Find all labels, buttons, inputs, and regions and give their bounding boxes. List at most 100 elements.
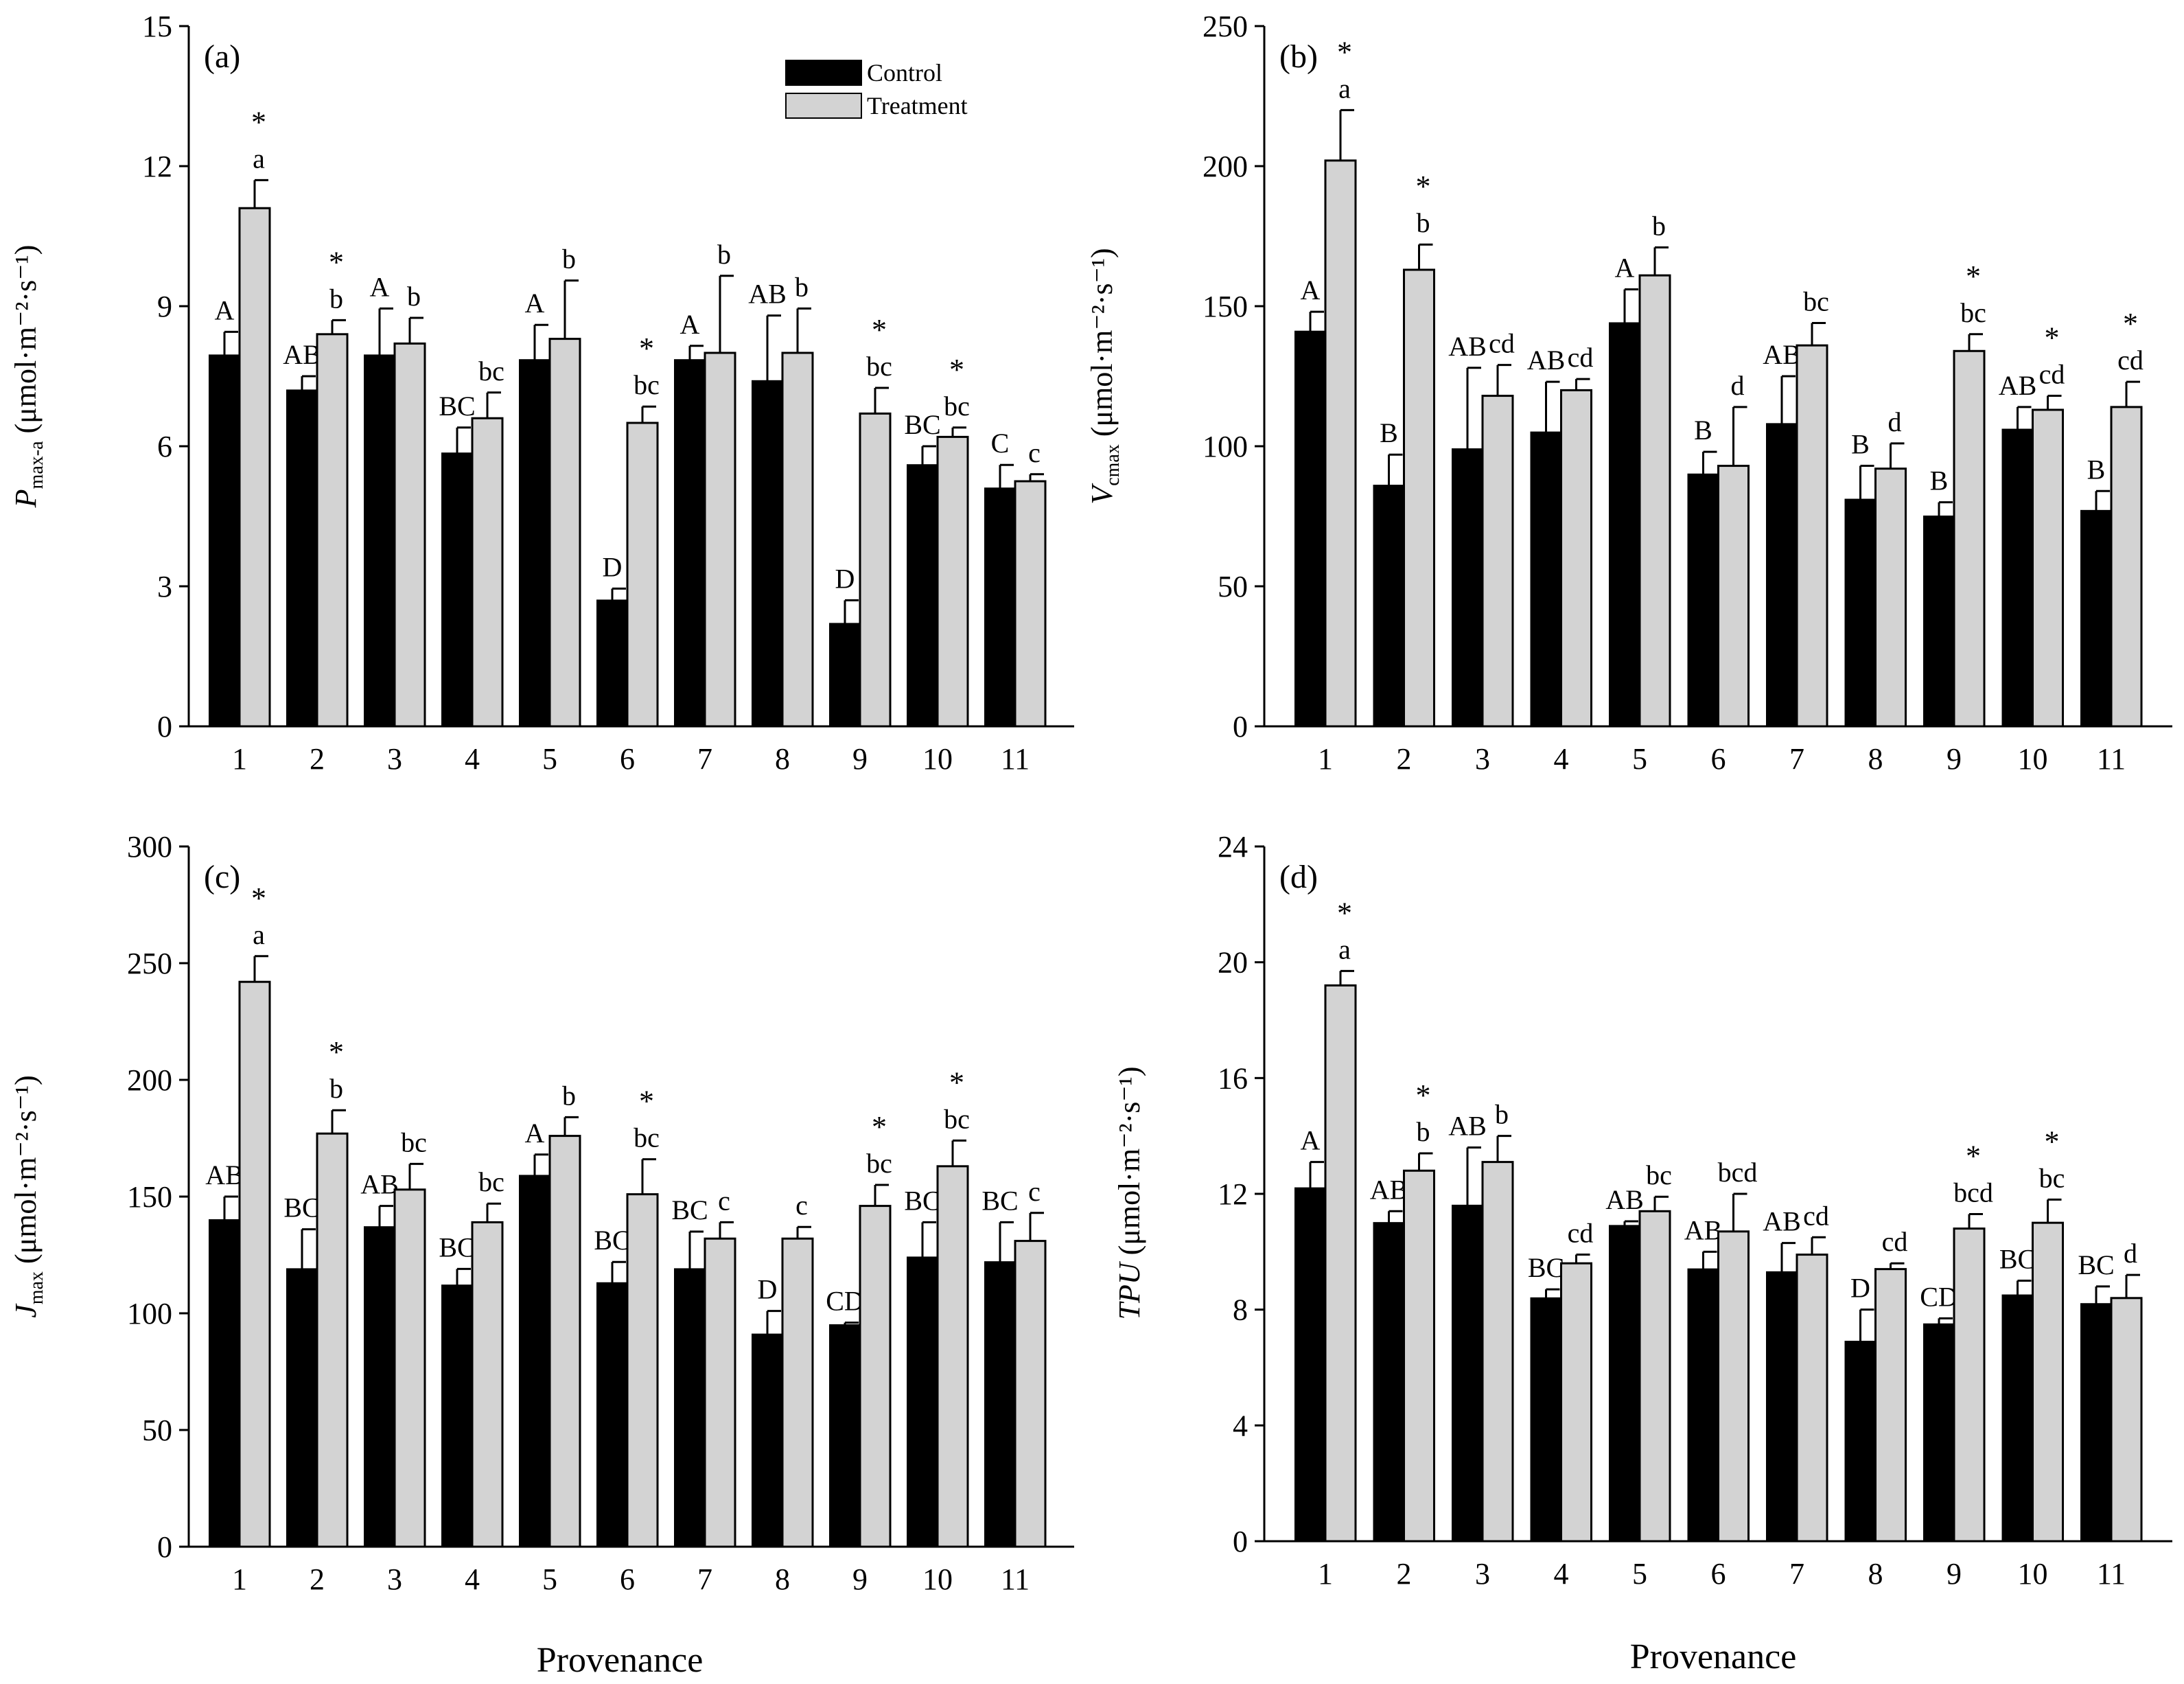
bar-treatment [1638, 274, 1671, 728]
letter-control: D [758, 1274, 778, 1305]
x-tick-label: 3 [1475, 1557, 1490, 1591]
letter-control: B [1380, 417, 1398, 448]
letter-treatment: bc [401, 1127, 427, 1157]
x-tick-label: 11 [1001, 742, 1030, 776]
letter-control: AB [748, 279, 787, 310]
bar-treatment [781, 1237, 814, 1548]
letter-treatment: b [407, 281, 421, 312]
significance-star: * [1966, 1140, 1981, 1173]
letter-treatment: cd [1803, 1200, 1829, 1231]
bar-control [907, 1256, 938, 1548]
letter-treatment: cd [1489, 328, 1515, 359]
letter-control: A [525, 1118, 545, 1149]
x-tick-label: 9 [1947, 1557, 1962, 1591]
letter-control: BC [904, 409, 940, 440]
bar-control [364, 354, 395, 727]
letter-control: D [1850, 1273, 1870, 1304]
bar-control [519, 1175, 550, 1547]
letter-treatment: b [1417, 1116, 1430, 1147]
y-tick-label: 250 [1203, 10, 1248, 43]
y-tick-label: 0 [1233, 1525, 1248, 1558]
y-tick-label: 300 [127, 830, 172, 864]
letter-treatment: b [1652, 210, 1666, 241]
letter-treatment: bcd [1953, 1177, 1993, 1208]
x-tick-label: 10 [2018, 742, 2048, 776]
letter-control: AB [1448, 1111, 1487, 1142]
letter-treatment: cd [1882, 1226, 1908, 1257]
x-tick-label: 7 [697, 1562, 712, 1596]
bar-control [1530, 431, 1562, 727]
bar-control [2001, 1294, 2034, 1543]
bar-treatment [1638, 1210, 1671, 1543]
x-tick-label: 1 [1318, 742, 1333, 776]
legend-label-control: Control [867, 59, 942, 86]
bar-treatment [1953, 1227, 1986, 1543]
bar-control [286, 1268, 318, 1548]
letter-treatment: b [562, 1080, 576, 1111]
bar-control [441, 1284, 473, 1547]
letter-control: BC [2078, 1249, 2114, 1280]
letter-control: B [2087, 454, 2106, 485]
letter-control: BC [904, 1185, 940, 1216]
bar-treatment [2032, 408, 2064, 728]
bar-control [1923, 516, 1955, 727]
letter-control: BC [1528, 1252, 1564, 1283]
bar-control [1766, 423, 1798, 727]
letter-control: CD [1920, 1281, 1958, 1312]
panel-c: 0 50 100 150 200 250 300 Jmax (μmol·m⁻²·s⁻¹) (c)… [9, 830, 1074, 1596]
x-tick-label: 3 [387, 742, 402, 776]
letter-control: B [1694, 415, 1712, 446]
letter-control: BC [594, 1225, 630, 1256]
bar-treatment [1560, 389, 1592, 728]
letter-control: A [1615, 253, 1635, 284]
y-tick-label: 24 [1218, 830, 1248, 864]
legend-swatch-treatment [785, 93, 862, 119]
bar-treatment [859, 412, 892, 728]
bar-control [1294, 1187, 1326, 1542]
x-tick-label: 2 [310, 742, 325, 776]
letter-control: AB [1684, 1214, 1723, 1245]
bar-control [907, 464, 938, 727]
x-tick-label: 10 [2018, 1557, 2048, 1591]
bar-control [1687, 473, 1719, 727]
y-tick-label: 0 [157, 710, 172, 743]
x-tick-label: 8 [1868, 1557, 1883, 1591]
letter-treatment: cd [2039, 359, 2065, 390]
letter-control: AB [205, 1160, 244, 1190]
bar-control [829, 623, 861, 728]
letter-control: A [525, 288, 545, 319]
y-tick-label: 16 [1218, 1061, 1248, 1095]
significance-star: * [251, 105, 266, 139]
y-tick-label: 12 [142, 150, 172, 183]
bar-treatment [626, 422, 659, 728]
letter-treatment: bc [944, 391, 970, 422]
letter-control: AB [1605, 1184, 1644, 1215]
letter-treatment: bc [478, 356, 504, 387]
bar-treatment [471, 1221, 504, 1548]
bar-treatment [2110, 1297, 2143, 1543]
x-tick-label: 2 [1397, 742, 1412, 776]
bar-treatment [2110, 406, 2143, 728]
letter-treatment: cd [1568, 1218, 1594, 1249]
letter-control: AB [283, 339, 321, 370]
y-tick-label: 200 [1203, 150, 1248, 183]
y-tick-label: 8 [1233, 1293, 1248, 1327]
bar-treatment [1874, 1268, 1907, 1543]
x-tick-label: 9 [852, 742, 868, 776]
significance-star: * [1337, 896, 1352, 930]
letter-treatment: d [2124, 1238, 2137, 1269]
letter-treatment: a [1338, 73, 1351, 104]
significance-star: * [1337, 35, 1352, 69]
letter-treatment: d [1888, 406, 1902, 437]
letter-treatment: bcd [1718, 1157, 1758, 1188]
x-tick-label: 3 [387, 1562, 402, 1596]
bar-control [752, 1333, 783, 1547]
significance-star: * [2123, 307, 2138, 341]
bar-treatment [1014, 1240, 1047, 1548]
bar-control [1923, 1323, 1955, 1542]
significance-star: * [251, 881, 266, 915]
letter-treatment: b [329, 1073, 343, 1104]
letter-control: A [680, 309, 700, 340]
bar-control [1844, 1341, 1877, 1543]
letter-treatment: bc [866, 351, 892, 382]
